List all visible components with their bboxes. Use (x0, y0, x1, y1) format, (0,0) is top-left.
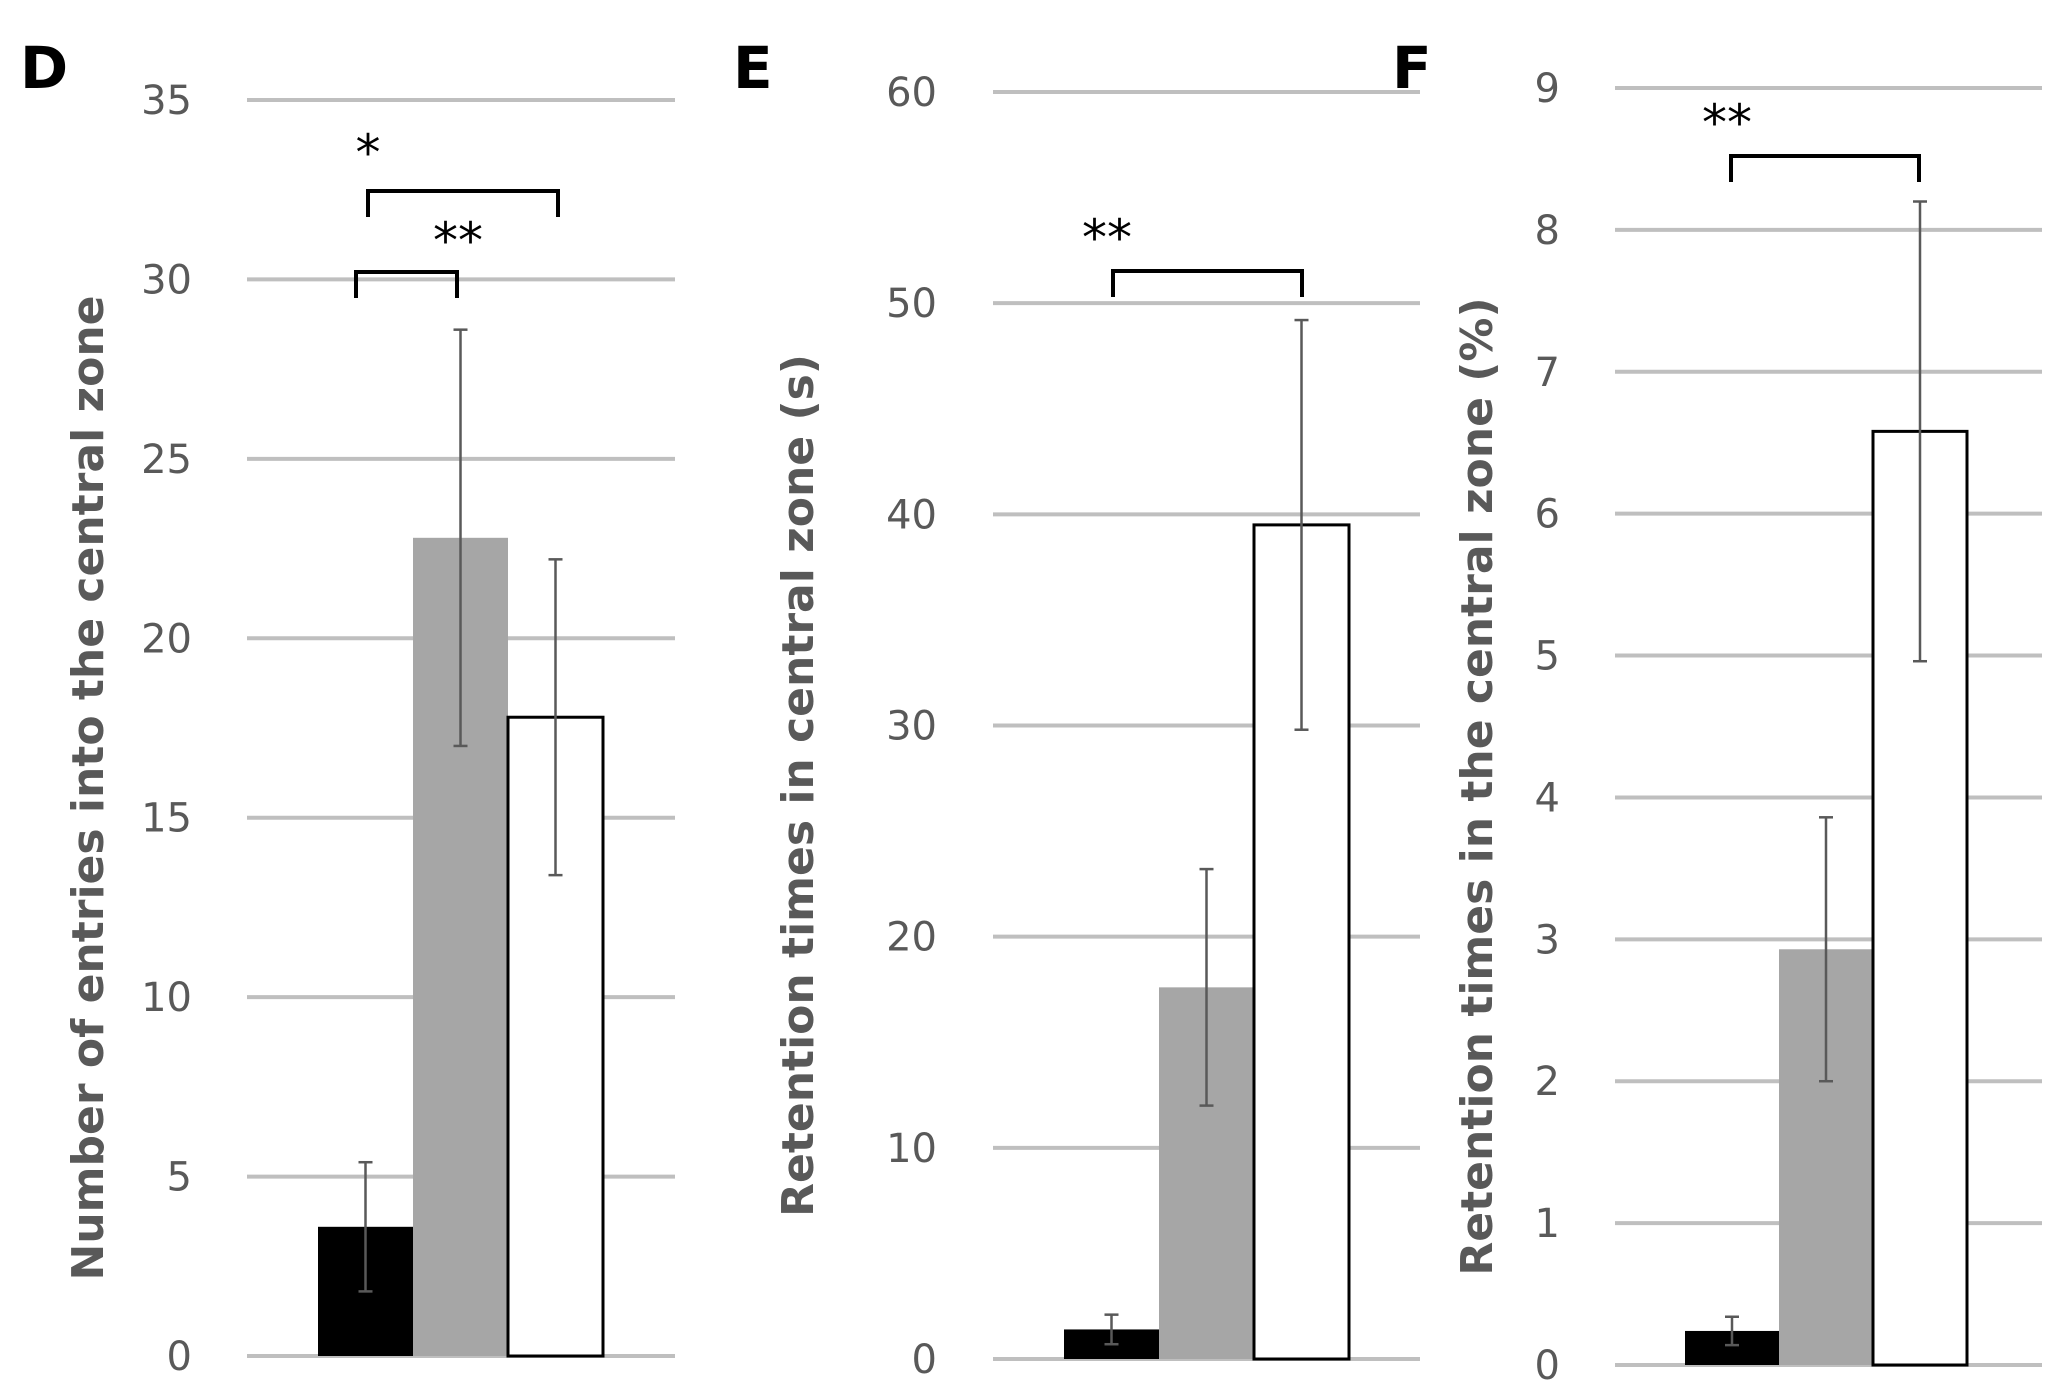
y-tick-label: 30 (886, 704, 937, 750)
y-tick-label: 0 (912, 1337, 937, 1383)
error-bar-1 (1104, 1313, 1119, 1346)
y-tick-label: 5 (167, 1155, 192, 1201)
y-tick-label: 50 (886, 281, 937, 327)
significance-bracket-line (354, 270, 459, 298)
significance-bracket: ** (1082, 209, 1304, 297)
significance-bracket-line (366, 189, 560, 217)
panel-letter: E (733, 34, 773, 102)
error-bar-1 (358, 1160, 373, 1293)
y-tick-label: 7 (1535, 350, 1560, 396)
y-tick-label: 10 (141, 975, 192, 1021)
y-tick-label: 4 (1535, 775, 1560, 821)
significance-label: * (356, 124, 381, 182)
y-tick-label: 35 (141, 78, 192, 124)
y-axis-label: Number of entries into the central zone (63, 296, 114, 1281)
y-tick-label: 9 (1535, 66, 1560, 112)
panel-f: F 0 1 2 3 4 5 6 7 8 9 Retention times in the centra… (1392, 34, 2042, 1389)
y-tick-label: 6 (1535, 492, 1560, 538)
significance-label: ** (433, 212, 483, 270)
y-axis-label: Retention times in central zone (s) (773, 354, 824, 1217)
error-bar-2 (1199, 867, 1214, 1107)
error-bar-2 (453, 328, 468, 748)
y-tick-label: 3 (1535, 917, 1560, 963)
y-tick-label: 0 (167, 1334, 192, 1380)
panel-letter: F (1392, 34, 1432, 102)
error-bar-3 (1294, 318, 1309, 731)
y-tick-label: 40 (886, 492, 937, 538)
y-tick-label: 15 (141, 796, 192, 842)
error-bar-3 (548, 558, 563, 877)
y-tick-label: 2 (1535, 1059, 1560, 1105)
y-tick-label: 10 (886, 1126, 937, 1172)
panel-e: E 0 10 20 30 40 50 60 Retention times in central… (733, 34, 1420, 1383)
significance-bracket: ** (1702, 94, 1921, 182)
significance-bracket-line (1111, 269, 1304, 297)
significance-bracket: ** (354, 212, 483, 298)
y-tick-label: 30 (141, 257, 192, 303)
y-tick-label: 8 (1535, 208, 1560, 254)
y-tick-label: 20 (141, 616, 192, 662)
error-bar-2 (1819, 816, 1833, 1083)
y-tick-label: 5 (1535, 634, 1560, 680)
significance-bracket: * (356, 124, 560, 217)
significance-label: ** (1082, 209, 1132, 267)
y-tick-label: 60 (886, 70, 937, 116)
panel-d: D 0 5 10 15 20 25 30 35 Number of entries into th… (20, 34, 675, 1380)
panel-letter: D (20, 34, 68, 102)
y-tick-label: 20 (886, 915, 937, 961)
y-axis-label: Retention times in the central zone (%) (1452, 297, 1503, 1275)
significance-label: ** (1702, 94, 1752, 152)
y-tick-label: 1 (1535, 1201, 1560, 1247)
y-tick-label: 0 (1535, 1343, 1560, 1389)
significance-bracket-line (1729, 154, 1921, 182)
y-tick-label: 25 (141, 437, 192, 483)
error-bar-3 (1913, 200, 1927, 663)
error-bar-1 (1725, 1315, 1739, 1347)
